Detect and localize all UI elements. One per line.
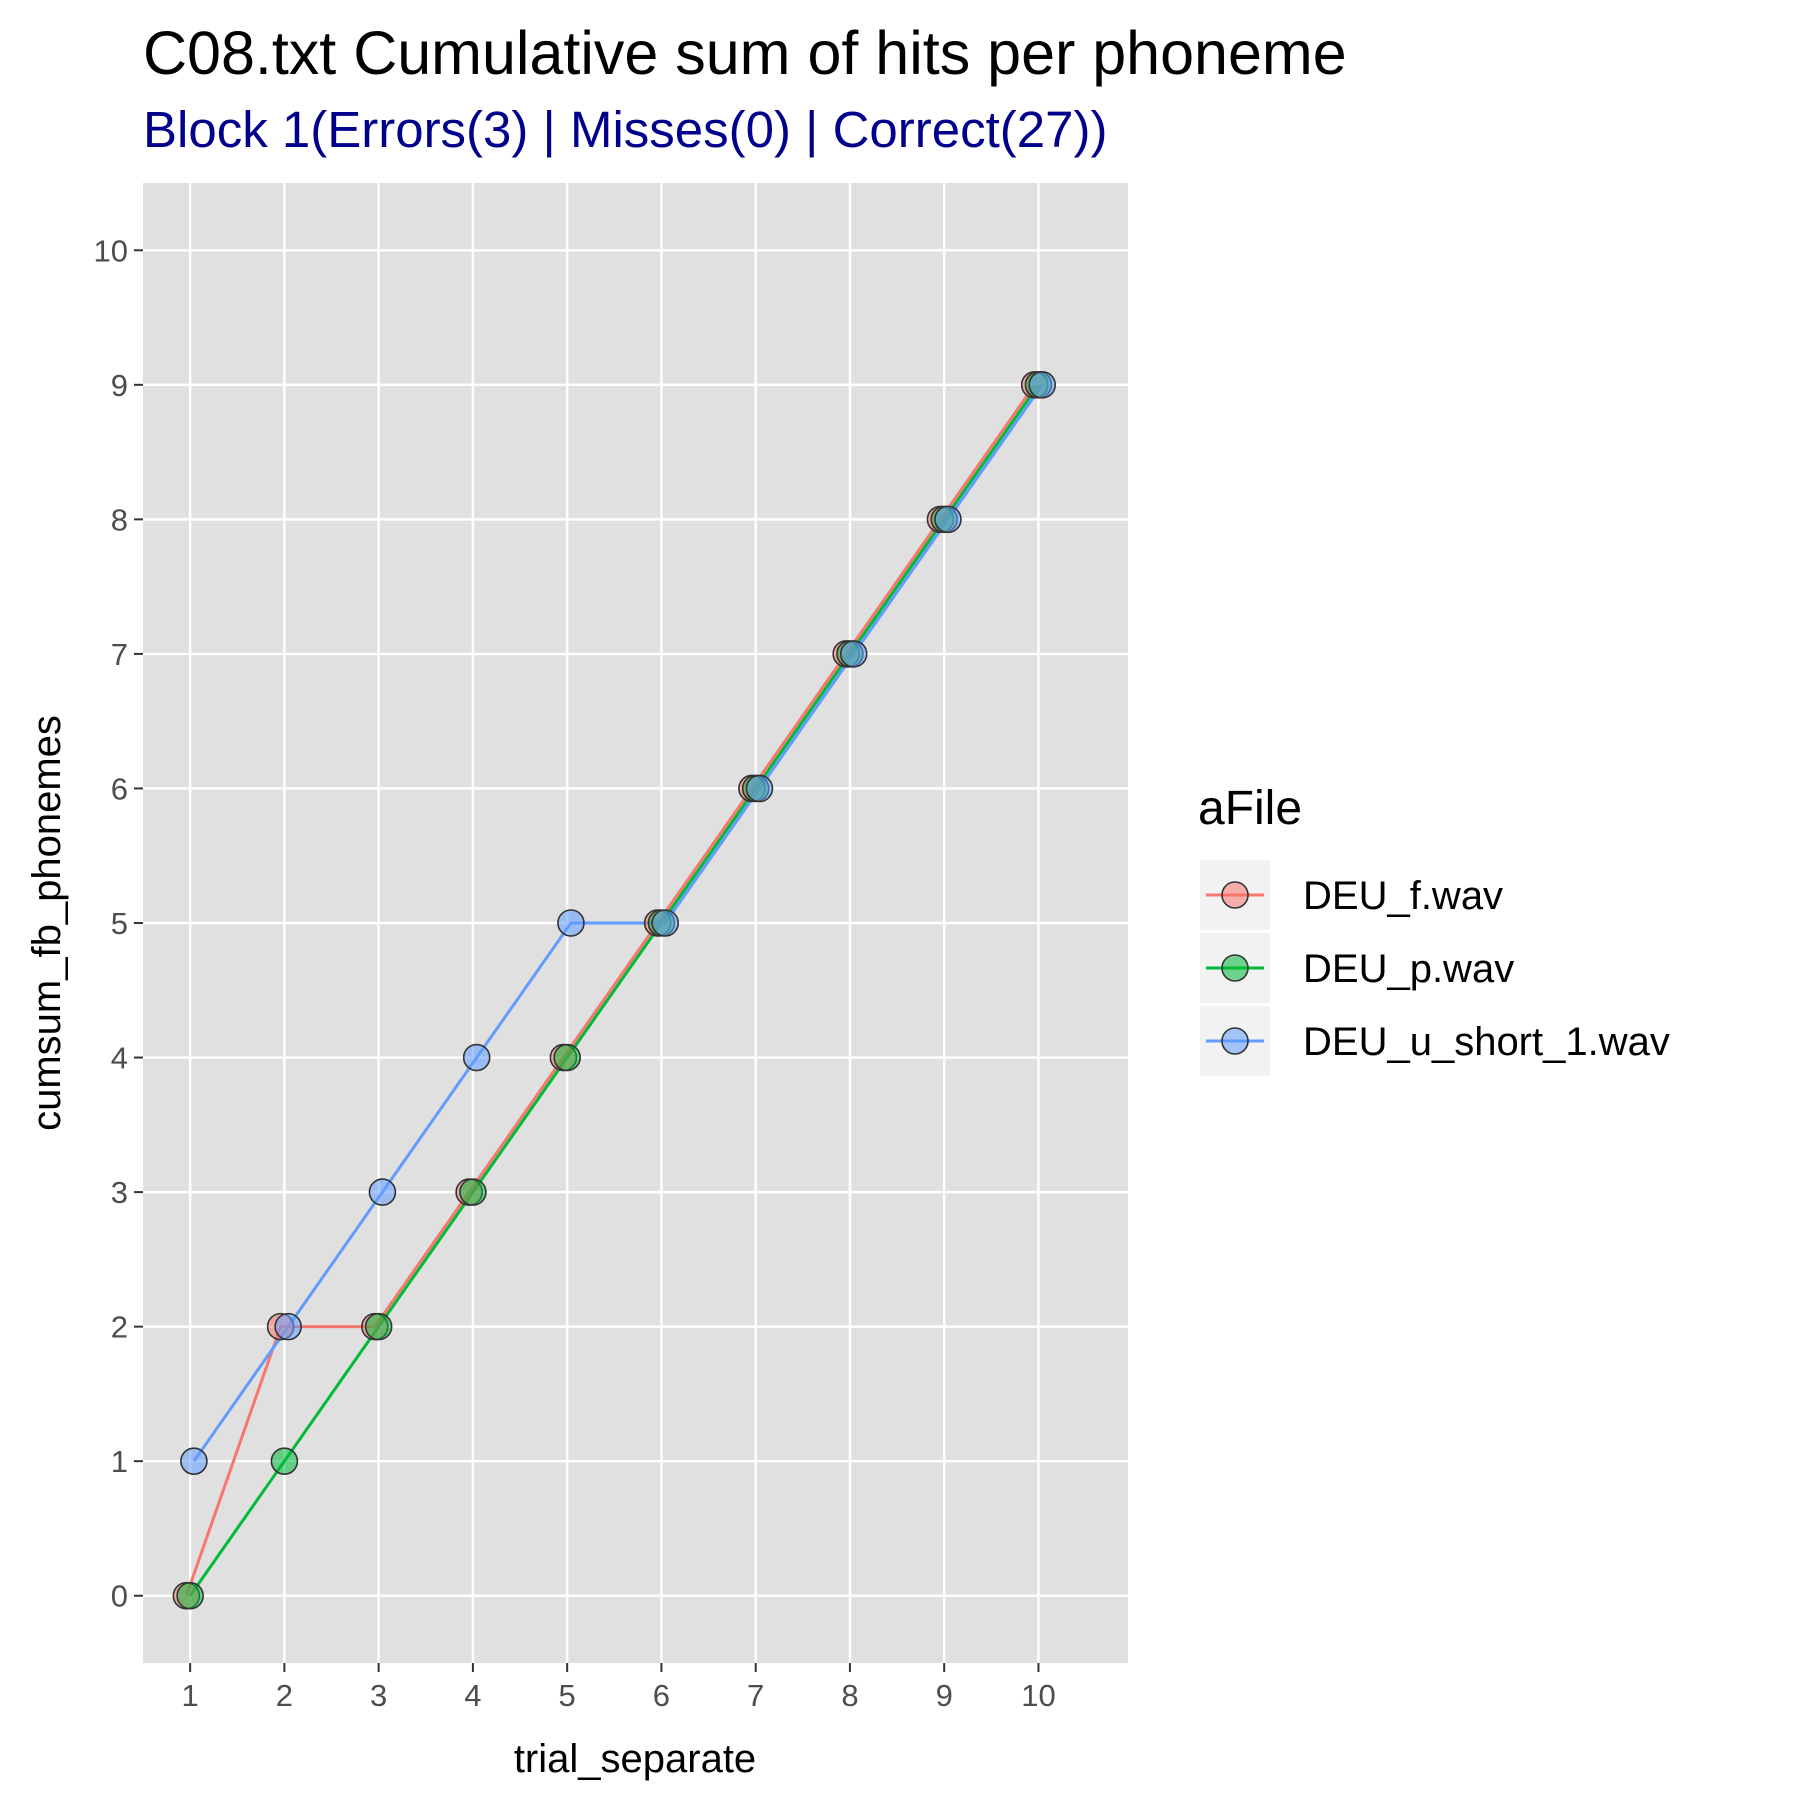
x-tick-label: 3 [370,1678,387,1713]
data-point [1028,371,1057,399]
y-tick-label: 1 [111,1444,128,1479]
y-tick-label: 6 [111,771,128,806]
legend-key-point [1221,1027,1249,1055]
data-point [651,909,679,937]
data-point [839,640,868,668]
y-tick-label: 10 [94,233,128,268]
chart-subtitle: Block 1(Errors(3) | Misses(0) | Correct(… [143,101,1108,158]
x-tick-label: 7 [747,1678,764,1713]
data-point [176,1581,204,1610]
y-tick-label: 4 [111,1041,128,1076]
x-tick-label: 8 [841,1678,858,1713]
series-line [192,383,1044,1463]
axis-ticks: 1 2 3 4 5 6 7 8 9 10 0 1 2 3 4 5 6 7 8 9 10 [94,233,1056,1713]
data-point [934,505,962,534]
legend-label: DEU_p.wav [1303,947,1514,991]
y-tick-label: 7 [111,637,128,672]
data-point [745,774,774,803]
legend-key-point [1221,954,1249,982]
y-tick-label: 0 [111,1579,128,1614]
x-tick-label: 9 [936,1678,953,1713]
x-tick-label: 10 [1021,1678,1055,1713]
legend-key-point [1221,881,1249,909]
data-point [462,1043,491,1072]
data-point [364,1312,393,1341]
data-series [172,371,1057,1610]
x-tick-label: 2 [276,1678,293,1713]
data-point [270,1447,299,1475]
data-point [459,1178,487,1206]
data-point [553,1043,581,1072]
legend-title: aFile [1198,782,1302,835]
legend-label: DEU_u_short_1.wav [1303,1020,1670,1064]
data-point [557,909,585,937]
data-point [274,1312,302,1341]
x-axis-title: trial_separate [514,1737,756,1781]
legend-label: DEU_f.wav [1303,874,1503,918]
x-tick-label: 1 [182,1678,199,1713]
y-tick-label: 2 [111,1310,128,1345]
y-axis-title: cumsum_fb_phonemes [25,715,69,1131]
y-tick-label: 3 [111,1175,128,1210]
data-point [368,1178,397,1206]
data-point [180,1447,208,1475]
y-tick-label: 9 [111,368,128,403]
x-tick-label: 5 [559,1678,576,1713]
x-tick-label: 4 [464,1678,481,1713]
y-tick-label: 5 [111,906,128,941]
chart-title: C08.txt Cumulative sum of hits per phone… [143,19,1347,87]
legend: aFile DEU_f.wav DEU_p.wav DEU_u_short_1.wa… [1198,782,1670,1076]
x-tick-label: 6 [653,1678,670,1713]
y-tick-label: 8 [111,502,128,537]
series-line [188,383,1040,1597]
series-line [184,383,1036,1597]
